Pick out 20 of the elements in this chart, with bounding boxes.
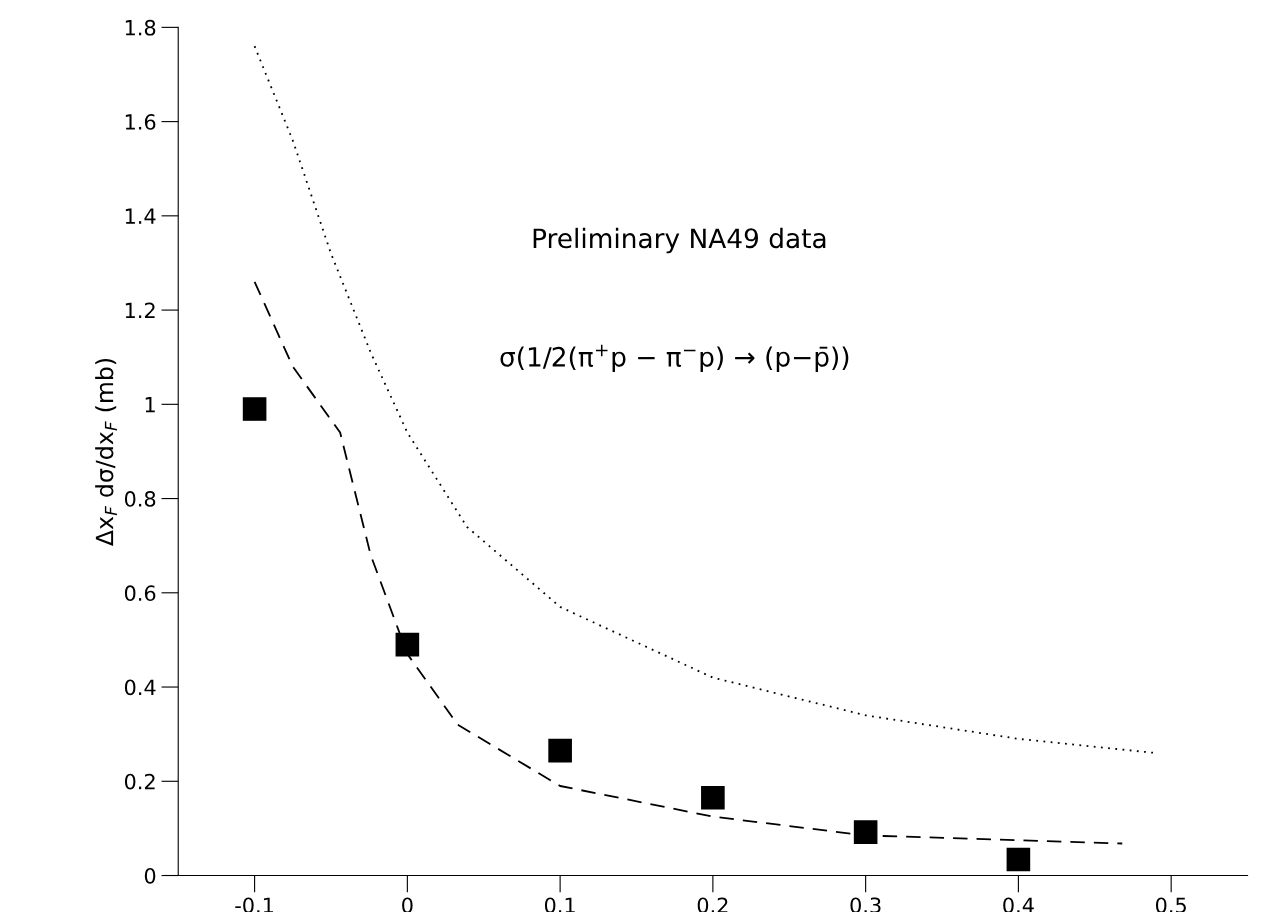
y-tick-label: 1.4	[125, 208, 156, 224]
y-tick-label: 0	[144, 867, 156, 884]
y-tick-label: 1.2	[125, 302, 155, 318]
y-tick-label: 0.2	[124, 773, 155, 790]
point	[1006, 847, 1031, 872]
point	[242, 397, 267, 421]
y-axis-title: Δx$_{F}$ dσ/dx$_{F}$ (mb)	[95, 358, 117, 546]
y-tick-label: 0.6	[124, 585, 156, 602]
annotation: σ(1/2(π$^{+}$p − π$^{−}$p) → (p−p̄))	[500, 344, 849, 372]
y-tick-label: 0.4	[124, 679, 156, 696]
y-tick-label: 1.8	[125, 19, 156, 36]
point	[548, 738, 572, 763]
y-tick-label: 1	[145, 397, 155, 413]
point	[853, 820, 878, 844]
point	[395, 632, 420, 657]
y-tick-label: 0.8	[124, 491, 156, 507]
y-tick-label: 1.6	[125, 114, 156, 130]
annotation: Preliminary NA49 data	[533, 227, 826, 254]
point	[701, 785, 725, 810]
line-series	[253, 280, 1124, 845]
